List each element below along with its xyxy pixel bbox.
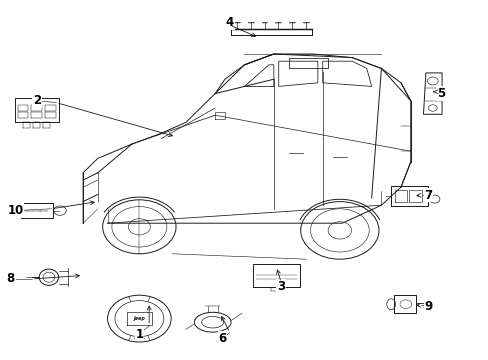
Text: Jeep: Jeep — [133, 316, 145, 321]
Text: 10: 10 — [7, 204, 24, 217]
Text: 3: 3 — [277, 280, 285, 293]
Text: 2: 2 — [33, 94, 41, 107]
Text: 6: 6 — [218, 332, 226, 345]
Text: 1: 1 — [135, 328, 143, 341]
Text: 7: 7 — [424, 189, 431, 202]
Text: 9: 9 — [424, 300, 432, 313]
Text: 4: 4 — [225, 16, 233, 29]
Text: 5: 5 — [436, 87, 444, 100]
Text: 8: 8 — [7, 273, 15, 285]
